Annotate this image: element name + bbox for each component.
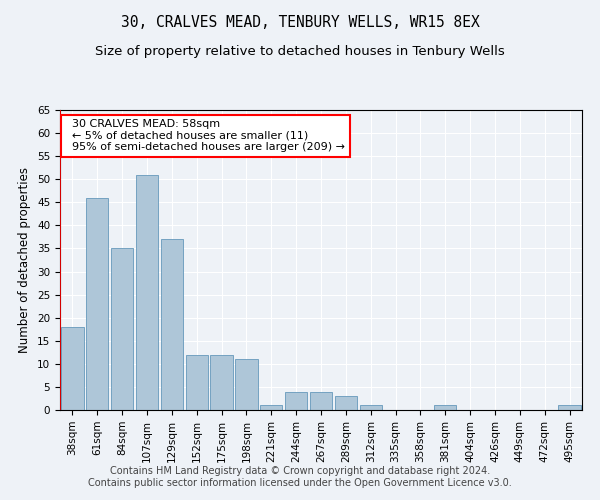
Text: 30, CRALVES MEAD, TENBURY WELLS, WR15 8EX: 30, CRALVES MEAD, TENBURY WELLS, WR15 8E… — [121, 15, 479, 30]
Bar — [285, 392, 307, 410]
Bar — [260, 406, 283, 410]
Bar — [359, 406, 382, 410]
Bar — [310, 392, 332, 410]
Bar — [111, 248, 133, 410]
Bar — [235, 359, 257, 410]
Bar — [559, 406, 581, 410]
Bar — [185, 354, 208, 410]
Bar — [335, 396, 357, 410]
Bar — [61, 327, 83, 410]
Y-axis label: Number of detached properties: Number of detached properties — [19, 167, 31, 353]
Bar — [161, 239, 183, 410]
Text: Size of property relative to detached houses in Tenbury Wells: Size of property relative to detached ho… — [95, 45, 505, 58]
Bar — [434, 406, 457, 410]
Text: Contains HM Land Registry data © Crown copyright and database right 2024.
Contai: Contains HM Land Registry data © Crown c… — [88, 466, 512, 487]
Bar — [211, 354, 233, 410]
Text: 30 CRALVES MEAD: 58sqm
  ← 5% of detached houses are smaller (11)
  95% of semi-: 30 CRALVES MEAD: 58sqm ← 5% of detached … — [65, 119, 345, 152]
Bar — [86, 198, 109, 410]
Bar — [136, 174, 158, 410]
